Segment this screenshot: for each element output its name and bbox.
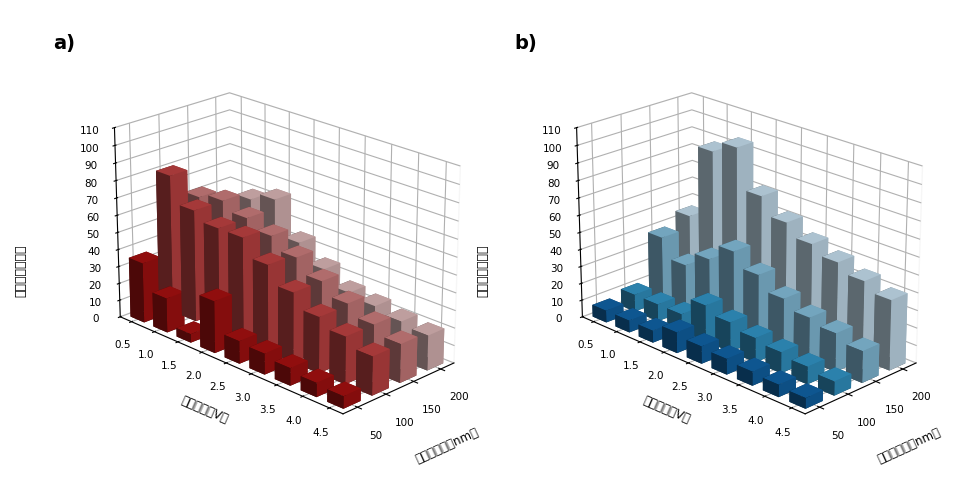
Text: 応答時間（秒）: 応答時間（秒）	[14, 244, 27, 297]
Text: b): b)	[515, 34, 538, 53]
Text: a): a)	[53, 34, 75, 53]
Text: 回復時間（秒）: 回復時間（秒）	[476, 244, 490, 297]
X-axis label: ギャップ長（nm）: ギャップ長（nm）	[413, 425, 480, 465]
Y-axis label: 印加電圧（V）: 印加電圧（V）	[640, 393, 692, 425]
X-axis label: ギャップ長（nm）: ギャップ長（nm）	[876, 425, 943, 465]
Y-axis label: 印加電圧（V）: 印加電圧（V）	[179, 393, 229, 425]
